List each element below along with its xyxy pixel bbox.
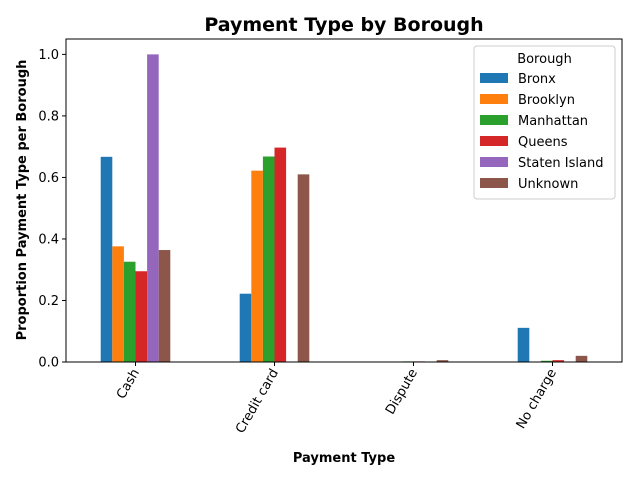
bar [158, 250, 171, 362]
legend-label: Unknown [518, 177, 578, 192]
y-tick-label: 0.2 [38, 294, 59, 309]
legend-label: Manhattan [518, 114, 588, 129]
series-brooklyn [112, 170, 263, 362]
legend-item: Queens [480, 135, 568, 150]
series-staten-island [147, 54, 159, 362]
x-tick-label: Cash [114, 367, 143, 402]
bar [575, 355, 588, 362]
bar [540, 360, 553, 362]
legend-label: Bronx [518, 72, 556, 87]
x-axis: Cash Credit card Dispute No charge [114, 362, 560, 436]
y-tick-label: 1.0 [38, 48, 59, 63]
legend-item: Brooklyn [480, 93, 575, 108]
legend-box [473, 45, 616, 200]
legend-swatch [480, 115, 508, 125]
y-axis: 0.0 0.2 0.4 0.6 0.8 1.0 [38, 48, 66, 371]
bar [112, 246, 124, 362]
plot-area [65, 38, 623, 363]
x-tick-label: Credit card [233, 367, 282, 437]
legend-swatch [480, 73, 508, 83]
legend-swatch [480, 136, 508, 146]
y-tick-label: 0.4 [38, 232, 59, 247]
bar [135, 271, 148, 362]
bar [239, 293, 252, 362]
legend-swatch [480, 94, 508, 104]
bar [436, 360, 449, 362]
legend: Borough Bronx Brooklyn Manhattan Queens State… [473, 45, 616, 200]
bar [147, 54, 159, 362]
y-tick-label: 0.8 [38, 109, 59, 124]
series-unknown [158, 174, 588, 362]
x-tick-label: No charge [514, 366, 560, 431]
bar [517, 327, 530, 362]
x-tick-label: Dispute [383, 367, 421, 418]
bar [251, 170, 263, 362]
legend-swatch [480, 178, 508, 188]
x-axis-label: Payment Type [293, 451, 395, 466]
y-tick-label: 0.6 [38, 171, 59, 186]
legend-label: Queens [518, 135, 568, 150]
bar [297, 174, 310, 362]
legend-item: Bronx [480, 72, 556, 87]
axes-frame [65, 38, 623, 363]
legend-label: Brooklyn [518, 93, 575, 108]
bar [274, 147, 287, 362]
legend-label: Staten Island [518, 156, 603, 171]
legend-swatch [480, 157, 508, 167]
legend-item: Unknown [480, 177, 578, 192]
bar [262, 156, 275, 362]
bar [123, 261, 136, 362]
legend-item: Manhattan [480, 114, 588, 129]
bar [100, 156, 113, 362]
y-tick-label: 0.0 [38, 356, 59, 371]
chart-title: Payment Type by Borough [204, 14, 483, 36]
bar [552, 360, 565, 362]
y-axis-label: Proportion Payment Type per Borough [15, 60, 30, 341]
legend-item: Staten Island [480, 156, 603, 171]
series-bronx [100, 156, 530, 362]
legend-title: Borough [517, 52, 572, 67]
